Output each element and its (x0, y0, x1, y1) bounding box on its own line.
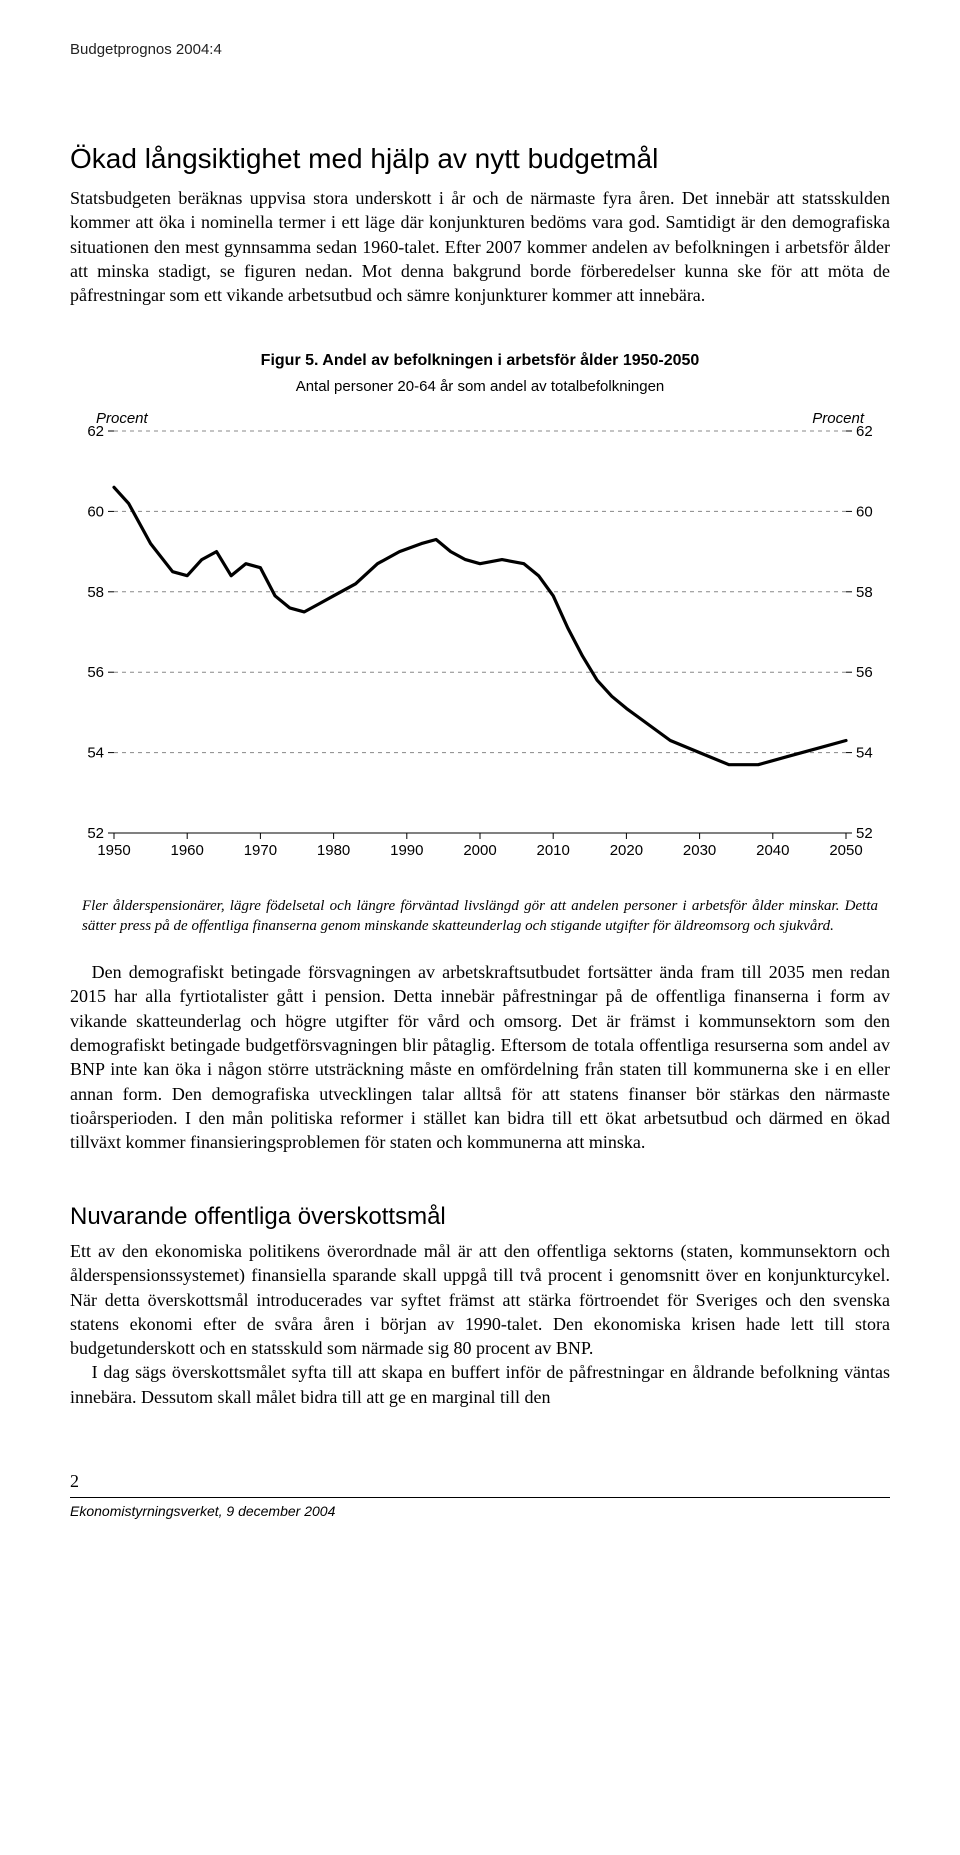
svg-text:54: 54 (87, 745, 104, 762)
paragraph-4: I dag sägs överskottsmålet syfta till at… (70, 1360, 890, 1409)
paragraph-3: Ett av den ekonomiska politikens överord… (70, 1239, 890, 1360)
svg-text:60: 60 (87, 504, 104, 521)
page-number: 2 (70, 1469, 890, 1493)
svg-text:1980: 1980 (317, 842, 350, 859)
svg-text:1960: 1960 (171, 842, 204, 859)
section-title: Ökad långsiktighet med hjälp av nytt bud… (70, 140, 890, 178)
svg-text:2040: 2040 (756, 842, 789, 859)
svg-text:54: 54 (856, 745, 873, 762)
page-footer: 2 Ekonomistyrningsverket, 9 december 200… (70, 1469, 890, 1521)
svg-text:2020: 2020 (610, 842, 643, 859)
svg-text:2010: 2010 (537, 842, 570, 859)
svg-text:60: 60 (856, 504, 873, 521)
figure-caption: Fler ålderspensionärer, lägre födelsetal… (82, 896, 878, 937)
svg-text:52: 52 (856, 825, 873, 842)
svg-text:Procent: Procent (96, 410, 149, 427)
svg-text:1950: 1950 (97, 842, 130, 859)
footer-text: Ekonomistyrningsverket, 9 december 2004 (70, 1502, 890, 1521)
figure-chart: 5252545456565858606062621950196019701980… (70, 403, 890, 879)
subsection-title: Nuvarande offentliga överskottsmål (70, 1201, 890, 1233)
svg-text:56: 56 (856, 665, 873, 682)
figure-title: Figur 5. Andel av befolkningen i arbetsf… (70, 350, 890, 372)
footer-rule (70, 1497, 890, 1498)
svg-text:Procent: Procent (812, 410, 865, 427)
doc-header: Budgetprognos 2004:4 (70, 40, 890, 60)
svg-text:58: 58 (87, 584, 104, 601)
figure-subtitle: Antal personer 20-64 år som andel av tot… (70, 377, 890, 397)
line-chart-svg: 5252545456565858606062621950196019701980… (70, 403, 890, 873)
paragraph-1: Statsbudgeten beräknas uppvisa stora und… (70, 186, 890, 307)
svg-text:52: 52 (87, 825, 104, 842)
svg-text:56: 56 (87, 665, 104, 682)
svg-text:1970: 1970 (244, 842, 277, 859)
paragraph-2: Den demografiskt betingade försvagningen… (70, 960, 890, 1154)
svg-text:2050: 2050 (829, 842, 862, 859)
svg-text:2000: 2000 (463, 842, 496, 859)
svg-text:1990: 1990 (390, 842, 423, 859)
svg-text:58: 58 (856, 584, 873, 601)
svg-text:2030: 2030 (683, 842, 716, 859)
